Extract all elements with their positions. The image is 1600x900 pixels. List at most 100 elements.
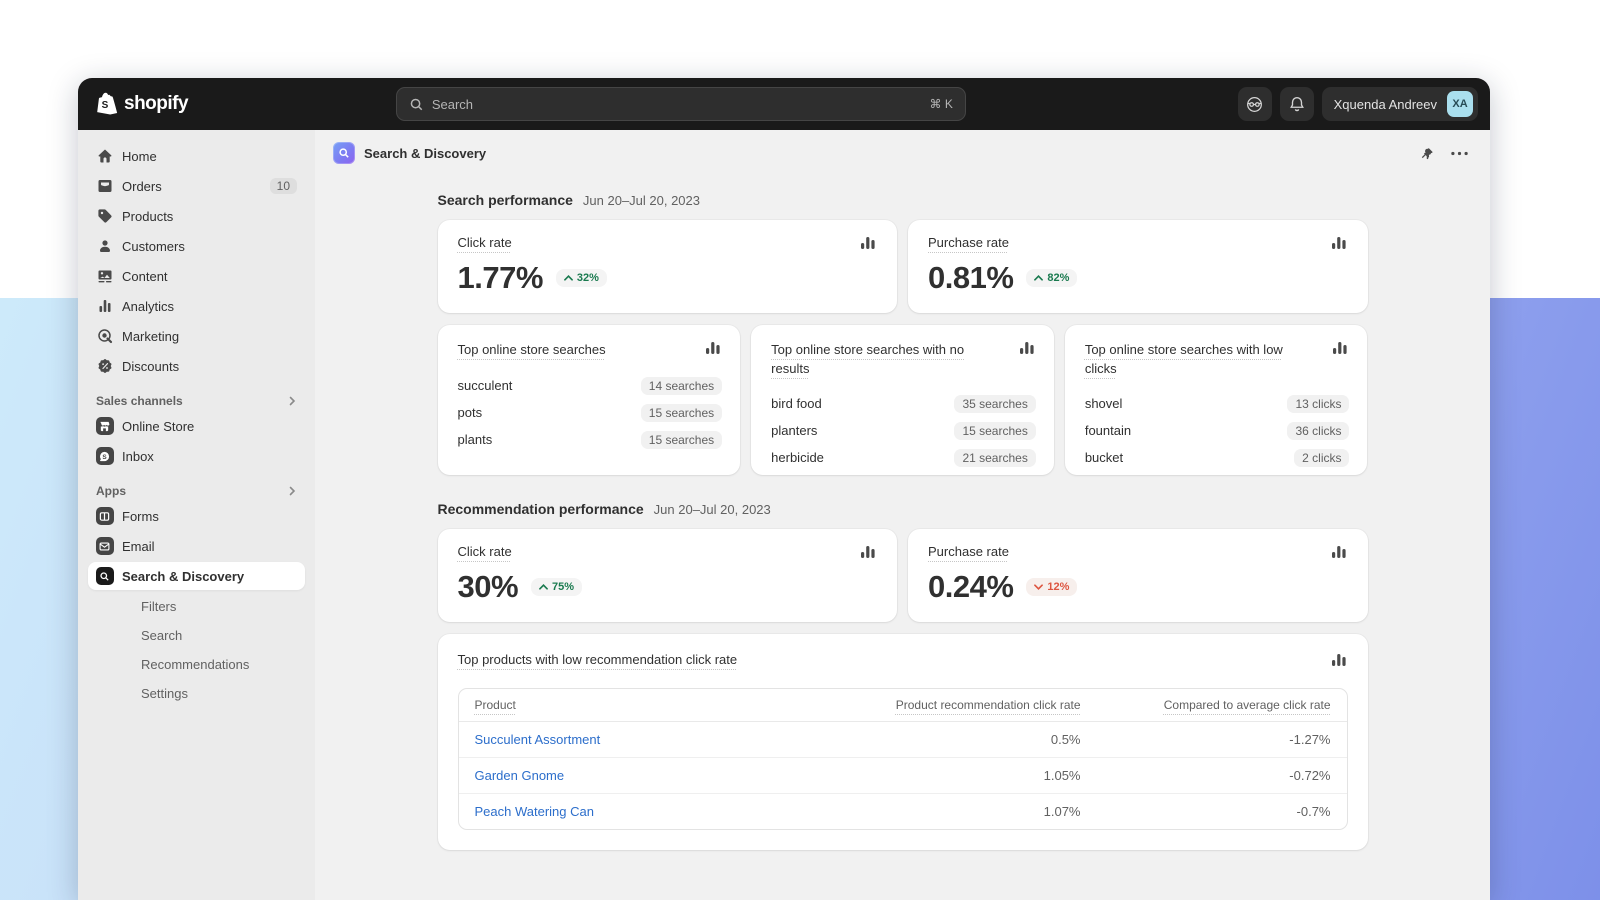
list-item: plants 15 searches <box>458 426 723 453</box>
list-item: herbicide 21 searches <box>771 444 1036 471</box>
sidebar-item-forms[interactable]: Forms <box>88 502 305 530</box>
topbar: S shopify ⌘ K <box>78 78 1490 130</box>
search-icon <box>409 97 424 112</box>
list-item: bucket 2 clicks <box>1085 444 1350 471</box>
product-link[interactable]: Peach Watering Can <box>475 804 594 819</box>
discounts-icon <box>96 358 113 375</box>
list-item: succulent 14 searches <box>458 372 723 399</box>
sidebar-item-home[interactable]: Home <box>88 142 305 170</box>
metric-value: 1.77% <box>458 260 543 296</box>
products-tag-icon <box>96 208 113 225</box>
pin-icon <box>1420 146 1435 161</box>
forms-icon <box>96 508 113 525</box>
sidebar-item-search-discovery[interactable]: Search & Discovery <box>88 562 305 590</box>
bar-chart-icon[interactable] <box>1330 235 1348 251</box>
svg-text:S: S <box>102 100 109 111</box>
date-range: Jun 20–Jul 20, 2023 <box>654 502 771 517</box>
home-icon <box>96 148 113 165</box>
metric-change-badge: 75% <box>531 578 582 596</box>
list-item: planters 15 searches <box>771 417 1036 444</box>
count-badge: 36 clicks <box>1287 422 1349 440</box>
table-row: Succulent Assortment 0.5% -1.27% <box>459 722 1347 758</box>
metric-label[interactable]: Purchase rate <box>928 235 1009 250</box>
search-input[interactable] <box>432 97 922 112</box>
global-search[interactable]: ⌘ K <box>396 87 966 121</box>
inbox-icon: S <box>96 448 113 465</box>
date-range: Jun 20–Jul 20, 2023 <box>583 193 700 208</box>
bar-chart-icon[interactable] <box>1018 340 1036 356</box>
count-badge: 15 searches <box>954 422 1035 440</box>
sidebar-section-sales-channels[interactable]: Sales channels <box>96 394 297 408</box>
metric-label[interactable]: Purchase rate <box>928 544 1009 559</box>
count-badge: 2 clicks <box>1294 449 1349 467</box>
orders-icon <box>96 178 113 195</box>
no-results-searches-card: Top online store searches with no result… <box>751 325 1054 475</box>
bar-chart-icon[interactable] <box>1330 544 1348 560</box>
products-table: Product Product recommendation click rat… <box>458 688 1348 830</box>
bar-chart-icon[interactable] <box>1330 652 1348 668</box>
app-header: Search & Discovery <box>315 130 1490 176</box>
rec-purchase-rate-card: Purchase rate 0.24% 12% <box>908 529 1368 622</box>
metric-label[interactable]: Click rate <box>458 235 512 250</box>
customers-icon <box>96 238 113 255</box>
count-badge: 13 clicks <box>1287 395 1349 413</box>
table-header-row: Product Product recommendation click rat… <box>459 689 1347 722</box>
count-badge: 35 searches <box>954 395 1035 413</box>
orders-count-badge: 10 <box>270 178 297 194</box>
metric-label[interactable]: Click rate <box>458 544 512 559</box>
sidebar-item-analytics[interactable]: Analytics <box>88 292 305 320</box>
sidebar-section-apps[interactable]: Apps <box>96 484 297 498</box>
shopify-admin-window: S shopify ⌘ K <box>78 78 1490 900</box>
sidebar-item-discounts[interactable]: Discounts <box>88 352 305 380</box>
user-menu[interactable]: Xquenda Andreev XA <box>1322 87 1478 121</box>
count-badge: 14 searches <box>641 377 722 395</box>
chevron-right-icon <box>287 396 297 406</box>
online-store-icon <box>96 418 113 435</box>
sidebar-item-customers[interactable]: Customers <box>88 232 305 260</box>
sidebar-subitem-settings[interactable]: Settings <box>88 679 305 707</box>
more-actions-button[interactable] <box>1451 151 1468 156</box>
product-link[interactable]: Succulent Assortment <box>475 732 601 747</box>
sidebar-subitem-recommendations[interactable]: Recommendations <box>88 650 305 678</box>
list-item: bird food 35 searches <box>771 390 1036 417</box>
content-image-icon <box>96 268 113 285</box>
sidebar-item-orders[interactable]: Orders 10 <box>88 172 305 200</box>
metric-value: 0.24% <box>928 569 1013 605</box>
search-discovery-app-icon <box>333 142 355 164</box>
sidebar-item-content[interactable]: Content <box>88 262 305 290</box>
metric-change-badge: 32% <box>556 269 607 287</box>
column-header-product[interactable]: Product <box>475 698 516 712</box>
column-header-click-rate[interactable]: Product recommendation click rate <box>896 698 1081 712</box>
arrow-up-icon <box>1034 275 1043 281</box>
search-shortcut: ⌘ K <box>930 97 953 111</box>
content-scroll[interactable]: Search performance Jun 20–Jul 20, 2023 C… <box>315 176 1490 900</box>
bar-chart-icon[interactable] <box>1331 340 1349 356</box>
bar-chart-icon[interactable] <box>704 340 722 356</box>
main-area: Search & Discovery <box>315 130 1490 900</box>
sidebar-item-email[interactable]: Email <box>88 532 305 560</box>
rec-click-rate-card: Click rate 30% 75% <box>438 529 898 622</box>
sidebar-subitem-filters[interactable]: Filters <box>88 592 305 620</box>
sidekick-icon <box>1245 95 1264 114</box>
email-icon <box>96 538 113 555</box>
low-clicks-searches-card: Top online store searches with low click… <box>1065 325 1368 475</box>
sidebar-item-online-store[interactable]: Online Store <box>88 412 305 440</box>
low-rec-click-rate-products-card: Top products with low recommendation cli… <box>438 634 1368 850</box>
pin-app-button[interactable] <box>1420 146 1435 161</box>
bar-chart-icon[interactable] <box>859 235 877 251</box>
sidekick-button[interactable] <box>1238 87 1272 121</box>
sidebar-item-inbox[interactable]: S Inbox <box>88 442 305 470</box>
sidebar-item-products[interactable]: Products <box>88 202 305 230</box>
arrow-up-icon <box>564 275 573 281</box>
marketing-icon <box>96 328 113 345</box>
product-link[interactable]: Garden Gnome <box>475 768 565 783</box>
chevron-right-icon <box>287 486 297 496</box>
purchase-rate-card: Purchase rate 0.81% 82% <box>908 220 1368 313</box>
column-header-compared[interactable]: Compared to average click rate <box>1164 698 1331 712</box>
sidebar-subitem-search[interactable]: Search <box>88 621 305 649</box>
bar-chart-icon[interactable] <box>859 544 877 560</box>
notifications-button[interactable] <box>1280 87 1314 121</box>
count-badge: 15 searches <box>641 404 722 422</box>
sidebar-item-marketing[interactable]: Marketing <box>88 322 305 350</box>
table-row: Garden Gnome 1.05% -0.72% <box>459 758 1347 794</box>
